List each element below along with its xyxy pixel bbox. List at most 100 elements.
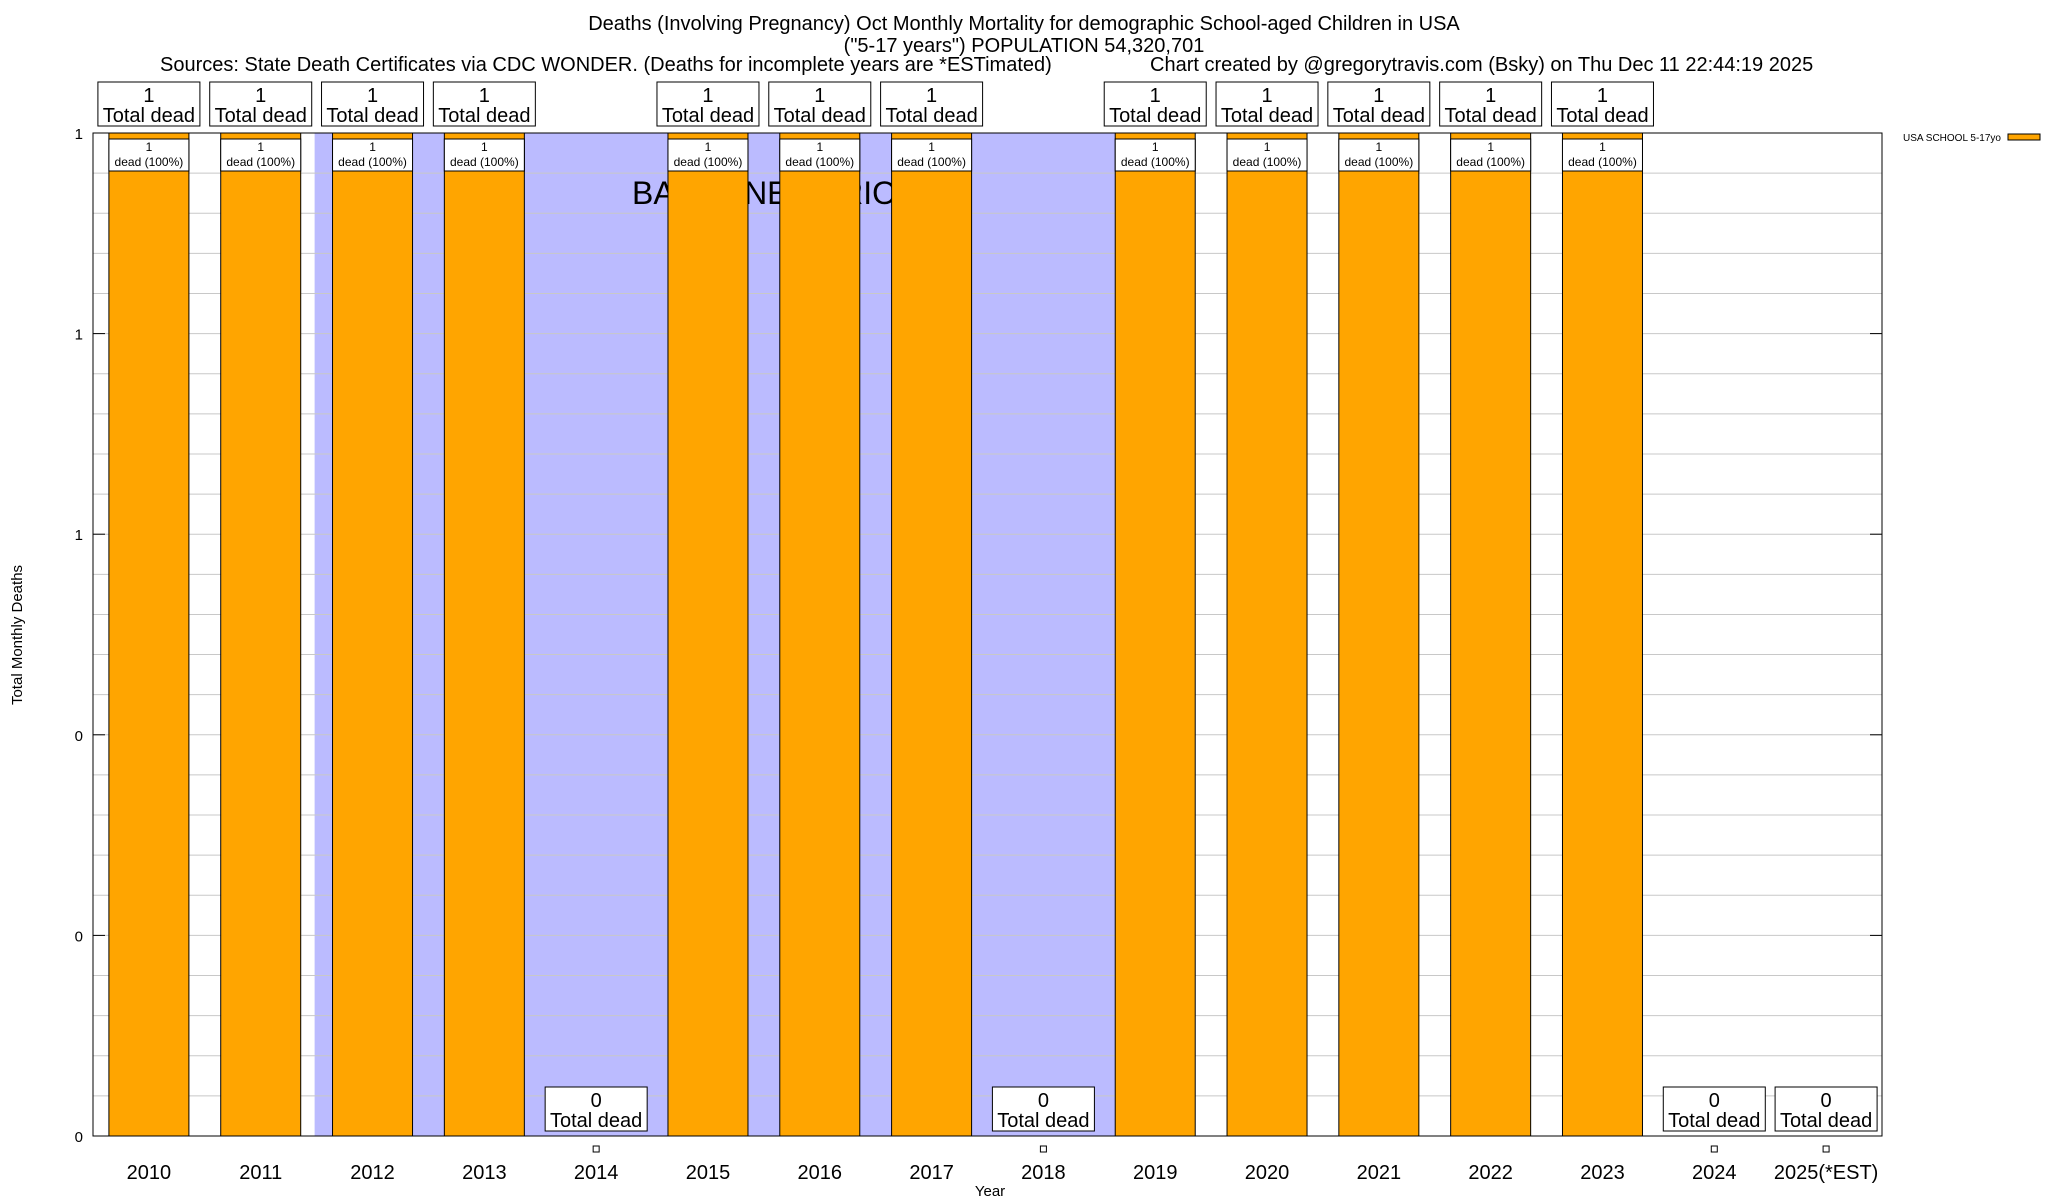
total-label-box (544, 1086, 648, 1132)
total-label-value: 1 (1597, 85, 1608, 107)
total-label-value: 1 (255, 85, 266, 107)
x-tick-label: 2012 (350, 1162, 395, 1184)
total-label-value: 1 (926, 85, 937, 107)
bar (779, 132, 861, 1137)
x-tick-label: 2013 (462, 1162, 507, 1184)
bar-label-box (1561, 138, 1643, 172)
bar (1561, 132, 1643, 1137)
bar-label-value: 1 (816, 140, 823, 154)
total-label-value: 1 (1373, 85, 1384, 107)
total-label-value: 1 (702, 85, 713, 107)
x-tick-label: 2022 (1468, 1162, 1513, 1184)
total-label-text: Total dead (885, 105, 977, 127)
total-label-value: 0 (1038, 1090, 1049, 1112)
bar-label-value: 1 (705, 140, 712, 154)
total-label-box (209, 81, 313, 127)
bar-label-value: 1 (1599, 140, 1606, 154)
x-tick-label: 2024 (1692, 1162, 1737, 1184)
bar (1226, 132, 1308, 1137)
bar-label-value: 1 (1376, 140, 1383, 154)
bar-label-box (667, 138, 749, 172)
y-tick-label: 0 (75, 728, 83, 745)
total-label-value: 0 (591, 1090, 602, 1112)
bar-label-text: dead (100%) (1121, 155, 1190, 169)
total-label-text: Total dead (103, 105, 195, 127)
bar-label-value: 1 (1264, 140, 1271, 154)
total-label-text: Total dead (1445, 105, 1537, 127)
x-tick-label: 2019 (1133, 1162, 1178, 1184)
bar (1338, 132, 1420, 1137)
chart-subtitle: ("5-17 years") POPULATION 54,320,701 (843, 35, 1205, 57)
bar-label-box (1338, 138, 1420, 172)
x-tick-label: 2014 (574, 1162, 619, 1184)
bar-label-value: 1 (146, 140, 153, 154)
bar-label-text: dead (100%) (115, 155, 184, 169)
x-tick-label: 2010 (127, 1162, 172, 1184)
total-label-text: Total dead (1333, 105, 1425, 127)
total-label-value: 0 (1709, 1090, 1720, 1112)
bar-label-text: dead (100%) (1344, 155, 1413, 169)
legend-label: USA SCHOOL 5-17yo (1903, 133, 2001, 144)
total-label-text: Total dead (1668, 1110, 1760, 1132)
total-label-value: 1 (1261, 85, 1272, 107)
bar-label-box (891, 138, 973, 172)
total-label-text: Total dead (1221, 105, 1313, 127)
x-tick-label: 2018 (1021, 1162, 1066, 1184)
total-label-box (880, 81, 984, 127)
total-label-value: 1 (1150, 85, 1161, 107)
total-label-text: Total dead (550, 1110, 642, 1132)
plot-frame (92, 132, 1883, 1137)
bar-label-text: dead (100%) (674, 155, 743, 169)
x-tick-label: 2020 (1245, 1162, 1290, 1184)
total-label-text: Total dead (774, 105, 866, 127)
total-label-box (1774, 1086, 1878, 1132)
total-label-text: Total dead (326, 105, 418, 127)
total-label-box (1439, 81, 1543, 127)
bar-label-value: 1 (369, 140, 376, 154)
bar-label-text: dead (100%) (450, 155, 519, 169)
bar-label-value: 1 (1152, 140, 1159, 154)
y-tick-label: 1 (75, 126, 83, 143)
y-tick-label: 0 (75, 928, 83, 945)
legend-swatch (2007, 133, 2041, 141)
total-label-box (656, 81, 760, 127)
total-label-box (97, 81, 201, 127)
bar-label-box (1226, 138, 1308, 172)
x-tick-label: 2011 (239, 1162, 282, 1184)
bar-label-text: dead (100%) (897, 155, 966, 169)
zero-marker (1710, 1145, 1718, 1153)
bar-label-value: 1 (257, 140, 264, 154)
total-label-box (1327, 81, 1431, 127)
total-label-text: Total dead (438, 105, 530, 127)
bar-label-text: dead (100%) (226, 155, 295, 169)
x-tick-label: 2015 (686, 1162, 731, 1184)
bar-label-value: 1 (481, 140, 488, 154)
bar-label-box (443, 138, 525, 172)
total-label-value: 1 (143, 85, 154, 107)
bar-label-box (108, 138, 190, 172)
bar (108, 132, 190, 1137)
bar-label-text: dead (100%) (1568, 155, 1637, 169)
x-tick-label: 2021 (1357, 1162, 1402, 1184)
total-label-box (1662, 1086, 1766, 1132)
bar-label-box (1450, 138, 1532, 172)
total-label-value: 1 (814, 85, 825, 107)
bar (1114, 132, 1196, 1137)
x-tick-label: 2023 (1580, 1162, 1625, 1184)
bar (220, 132, 302, 1137)
y-axis-title: Total Monthly Deaths (9, 565, 26, 705)
total-label-text: Total dead (215, 105, 307, 127)
x-tick-label: 2016 (798, 1162, 843, 1184)
total-label-box (1215, 81, 1319, 127)
total-label-box (432, 81, 536, 127)
total-label-text: Total dead (997, 1110, 1089, 1132)
x-tick-label: 2017 (909, 1162, 954, 1184)
chart-sources: Sources: State Death Certificates via CD… (160, 54, 1052, 76)
zero-marker (1822, 1145, 1830, 1153)
total-label-text: Total dead (1780, 1110, 1872, 1132)
total-label-box (1550, 81, 1654, 127)
x-axis-title: Year (975, 1183, 1005, 1200)
total-label-text: Total dead (1109, 105, 1201, 127)
total-label-box (1103, 81, 1207, 127)
